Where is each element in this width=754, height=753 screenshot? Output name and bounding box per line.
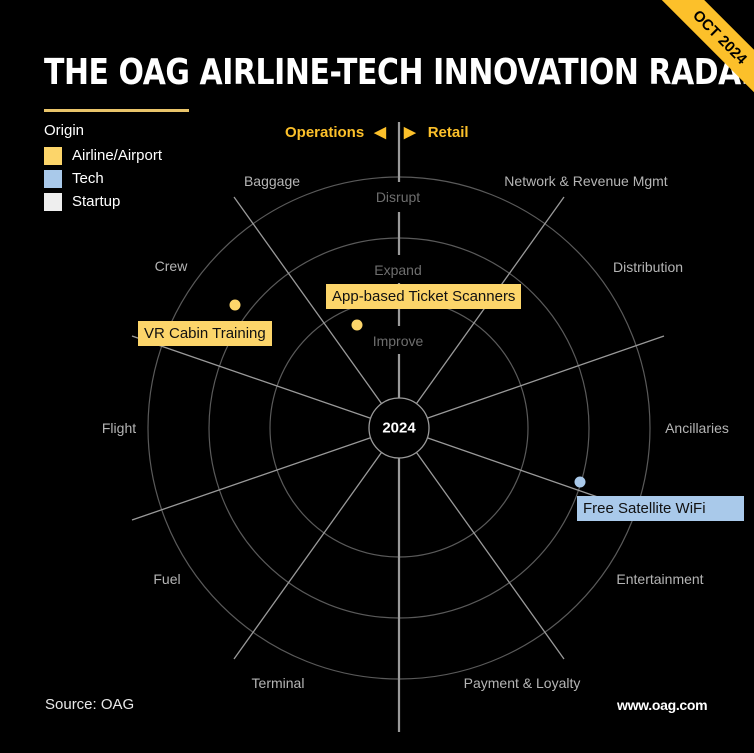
ring-label-expand: Expand <box>374 262 422 278</box>
dot-vr-cabin-training[interactable] <box>229 299 241 311</box>
tag-app-ticket-scanners[interactable]: App-based Ticket Scanners <box>326 284 522 309</box>
legend-title: Origin <box>44 122 85 139</box>
sector-baggage: Baggage <box>243 173 301 189</box>
sector-fuel: Fuel <box>153 571 181 587</box>
tag-vr-cabin-training[interactable]: VR Cabin Training <box>138 321 272 346</box>
spokes <box>131 196 665 660</box>
website-link[interactable]: www.oag.com <box>617 697 708 713</box>
legend: Origin Airline/Airport Tech Startup <box>44 122 162 213</box>
dot-app-ticket-scanners[interactable] <box>351 319 363 331</box>
page-title: THE OAG AIRLINE-TECH INNOVATION RADAR <box>44 52 754 93</box>
arrow-right-icon: ▶ <box>404 124 416 141</box>
source-note: Source: OAG <box>45 696 135 713</box>
startup-swatch <box>44 192 62 211</box>
legend-item-airline: Airline/Airport <box>44 144 162 167</box>
sector-entertainment: Entertainment <box>616 571 704 587</box>
sector-terminal: Terminal <box>251 675 305 691</box>
airline-swatch <box>44 146 62 165</box>
sector-ancillaries: Ancillaries <box>665 420 729 436</box>
dot-free-satellite-wifi[interactable] <box>574 476 586 488</box>
ring-label-disrupt: Disrupt <box>375 189 421 205</box>
retail-label: ▶ Retail <box>404 124 469 141</box>
sector-flight: Flight <box>101 420 137 436</box>
legend-item-startup: Startup <box>44 190 162 213</box>
tech-swatch <box>44 169 62 188</box>
center-circle <box>368 397 430 459</box>
operations-label: Operations ◀ <box>285 124 386 141</box>
legend-item-tech: Tech <box>44 167 162 190</box>
sector-crew: Crew <box>154 258 188 274</box>
title-underline <box>44 109 189 112</box>
sector-network: Network & Revenue Mgmt <box>504 173 668 189</box>
ring-label-improve: Improve <box>372 333 424 349</box>
sector-payment: Payment & Loyalty <box>463 675 581 691</box>
arrow-left-icon: ◀ <box>374 124 386 141</box>
tag-free-satellite-wifi[interactable]: Free Satellite WiFi <box>577 496 744 521</box>
center-year: 2024 <box>382 419 416 437</box>
sector-distribution: Distribution <box>612 259 684 275</box>
